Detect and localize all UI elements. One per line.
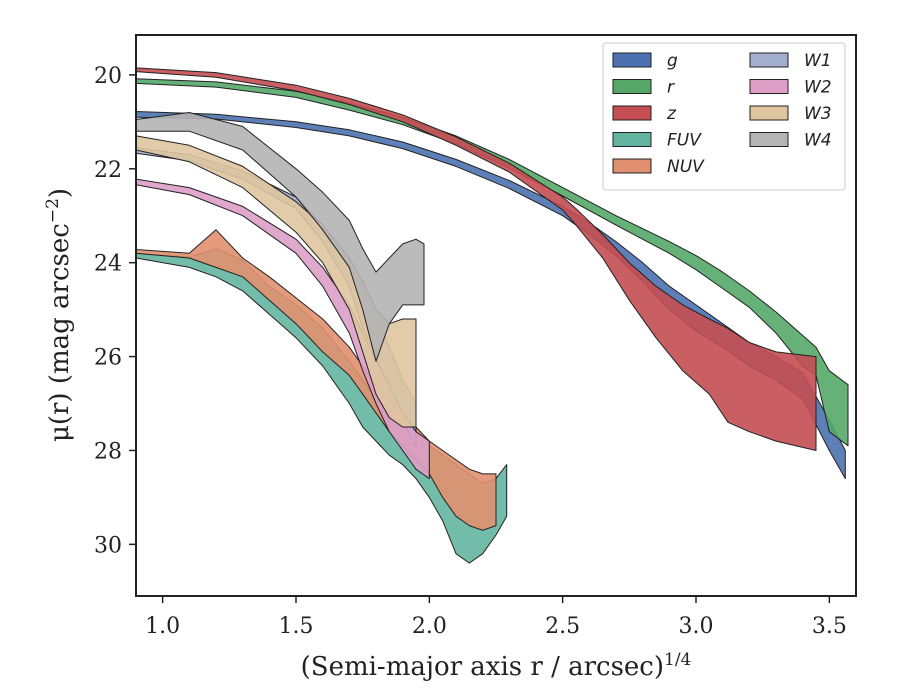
legend: grz FUV NUV W1 W2 W3 W4 [602,42,846,191]
legend-swatch-fuv [612,132,652,147]
band-w2 [136,178,430,480]
x-axis-ticks: 1.0 1.5 2.0 2.5 3.0 3.5 [145,596,847,639]
legend-swatch-z [612,105,652,121]
x-axis-label: (Semi-major axis r / arcsec)1/4 [301,650,692,682]
legend-label-w1: W1 [804,51,832,71]
y-tick-label: 26 [94,346,122,371]
legend-label-w2: W2 [804,78,832,98]
legend-swatch-g [612,52,652,68]
legend-label-nuv: NUV [667,157,705,177]
legend-swatch-w1 [749,52,789,68]
x-tick-label: 2.0 [412,614,447,639]
legend-label-r: r [667,78,675,98]
x-tick-label: 3.5 [812,614,847,639]
legend-label-z: z [666,104,677,124]
series-bands [136,67,849,564]
band-fuv [136,248,508,564]
x-tick-label: 1.5 [279,614,314,639]
band-nuv [136,229,497,531]
legend-label-w4: W4 [804,131,832,151]
y-axis-label: μ(r) (mag arcsec−2) [43,188,75,442]
x-tick-label: 2.5 [545,614,580,639]
legend-swatch-nuv [612,158,652,174]
y-axis-ticks: 20 22 24 26 28 30 [94,64,136,558]
y-tick-label: 20 [94,64,122,89]
y-tick-label: 28 [94,439,122,464]
band-w4 [136,112,425,362]
plot-frame [135,34,857,597]
y-tick-label: 24 [94,252,122,277]
y-tick-label: 30 [94,533,122,558]
band-z [136,67,817,451]
legend-swatch-r [612,79,652,94]
x-tick-label: 3.0 [679,614,714,639]
legend-swatch-w4 [749,132,789,147]
legend-swatch-w2 [749,79,789,94]
legend-label-w3: W3 [804,104,832,124]
legend-label-g: g [667,51,678,71]
legend-label-fuv: FUV [667,131,702,151]
band-g [136,111,846,480]
legend-swatch-w3 [749,105,789,121]
y-tick-label: 22 [94,158,122,183]
x-tick-label: 1.0 [145,614,180,639]
